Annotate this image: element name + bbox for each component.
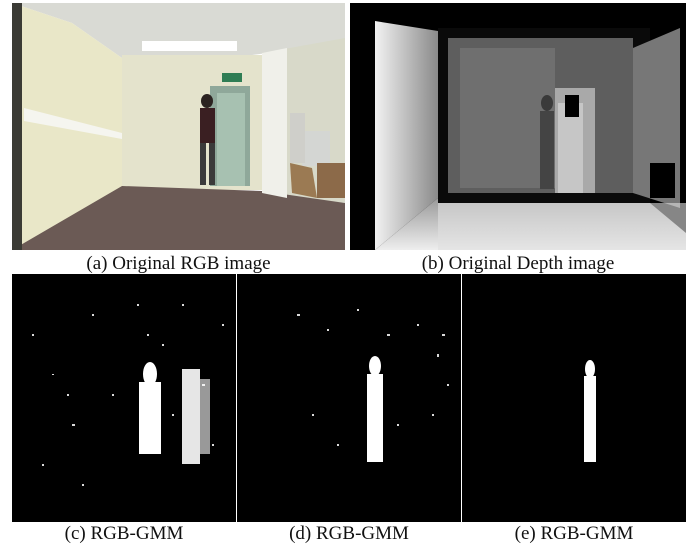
caption-b: (b) Original Depth image bbox=[421, 253, 615, 274]
caption-d: (d) RGB-GMM bbox=[289, 523, 409, 544]
mask-e bbox=[584, 360, 596, 462]
caption-c: (c) RGB-GMM bbox=[64, 523, 184, 544]
depth-map-illustration bbox=[375, 21, 686, 250]
rgb-scene-illustration bbox=[12, 3, 345, 250]
panel-a-rgb-image bbox=[12, 3, 345, 250]
caption-e: (e) RGB-GMM bbox=[514, 523, 634, 544]
panel-b-depth-image bbox=[350, 3, 686, 250]
panel-c-mask bbox=[12, 274, 236, 522]
mask-c bbox=[32, 304, 224, 486]
mask-d bbox=[297, 309, 449, 462]
panel-e-mask bbox=[462, 274, 686, 522]
panel-d-mask bbox=[237, 274, 461, 522]
caption-a: (a) Original RGB image bbox=[86, 253, 271, 274]
